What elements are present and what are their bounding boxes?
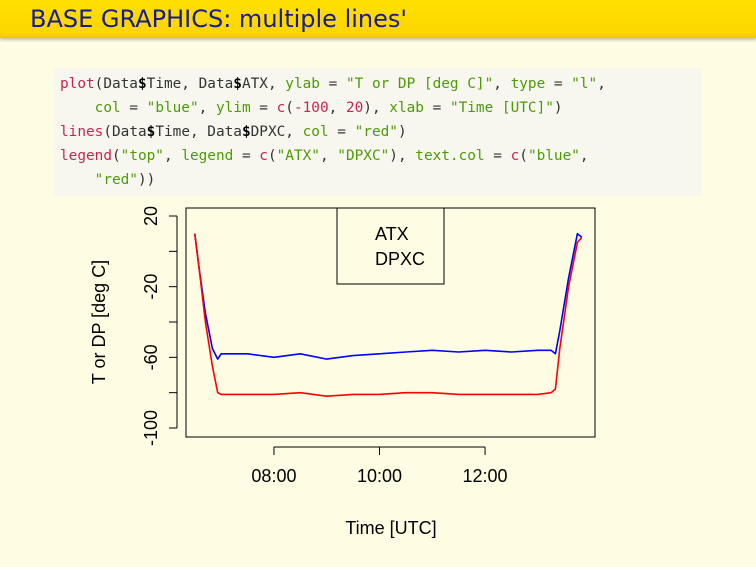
code-line: plot(Data$Time, Data$ATX, ylab = "T or D…	[60, 76, 606, 92]
y-tick-label: -100	[141, 410, 161, 446]
code-block: plot(Data$Time, Data$ATX, ylab = "T or D…	[54, 68, 702, 196]
legend-box	[336, 207, 445, 285]
code-line: col = "blue", ylim = c(-100, 20), xlab =…	[94, 100, 563, 116]
legend-entry-atx: ATX	[375, 224, 409, 244]
code-line: lines(Data$Time, Data$DPXC, col = "red")	[60, 124, 407, 140]
x-tick-label: 10:00	[357, 466, 402, 486]
code-line: legend("top", legend = c("ATX", "DPXC"),…	[60, 148, 589, 164]
code-text: plot(Data$Time, Data$ATX, ylab = "T or D…	[54, 68, 702, 192]
series-line-atx	[194, 232, 583, 360]
y-axis-title: T or DP [deg C]	[89, 260, 109, 384]
series-line-dpxc	[194, 233, 583, 397]
y-tick-label: 20	[141, 206, 161, 226]
x-tick-label: 08:00	[251, 466, 296, 486]
y-tick-label: -20	[141, 274, 161, 300]
legend-entry-dpxc: DPXC	[375, 249, 425, 269]
code-line: "red"))	[94, 172, 156, 188]
slide-title-bar: BASE GRAPHICS: multiple lines'	[0, 0, 756, 38]
slide-title: BASE GRAPHICS: multiple lines'	[30, 5, 407, 33]
x-tick-label: 12:00	[463, 466, 508, 486]
x-axis-title: Time [UTC]	[345, 518, 436, 538]
y-tick-label: -60	[141, 344, 161, 370]
